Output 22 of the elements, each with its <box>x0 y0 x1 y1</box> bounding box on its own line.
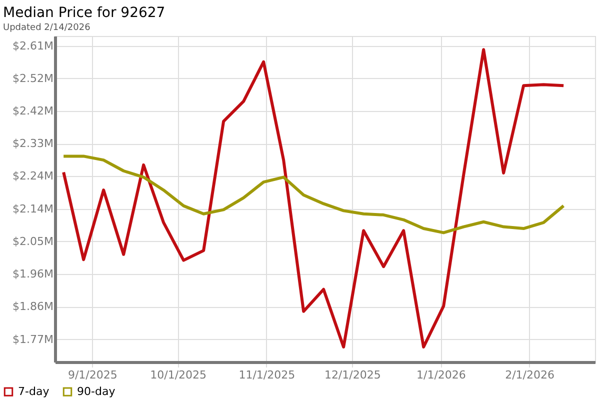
x-tick-label: 11/1/2025 <box>238 368 296 382</box>
line-series <box>62 48 566 348</box>
y-tick-label: $1.96M <box>12 268 54 281</box>
line-series <box>62 154 566 234</box>
legend-label: 7-day <box>18 384 50 398</box>
legend-label: 90-day <box>77 384 116 398</box>
x-tick-label: 2/1/2026 <box>505 368 554 382</box>
y-tick-label: $2.42M <box>12 104 54 118</box>
y-tick-label: $2.33M <box>12 137 54 150</box>
y-tick-label: $2.14M <box>12 202 54 216</box>
x-tick-label: 12/1/2025 <box>324 368 381 382</box>
y-tick-label: $2.24M <box>12 170 54 183</box>
chart-subtitle: Updated 2/14/2026 <box>3 23 91 33</box>
y-tick-label: $1.86M <box>12 300 54 314</box>
x-tick-label: 1/1/2026 <box>416 368 466 382</box>
y-tick-label: $1.77M <box>12 332 54 346</box>
chart-title: Median Price for 92627 <box>3 5 166 21</box>
y-tick-label: $2.61M <box>12 39 54 52</box>
x-tick-label: 10/1/2025 <box>150 368 207 382</box>
y-tick-label: $2.05M <box>12 234 54 248</box>
x-tick-label: 9/1/2025 <box>68 368 118 382</box>
y-tick-label: $2.52M <box>12 72 54 85</box>
